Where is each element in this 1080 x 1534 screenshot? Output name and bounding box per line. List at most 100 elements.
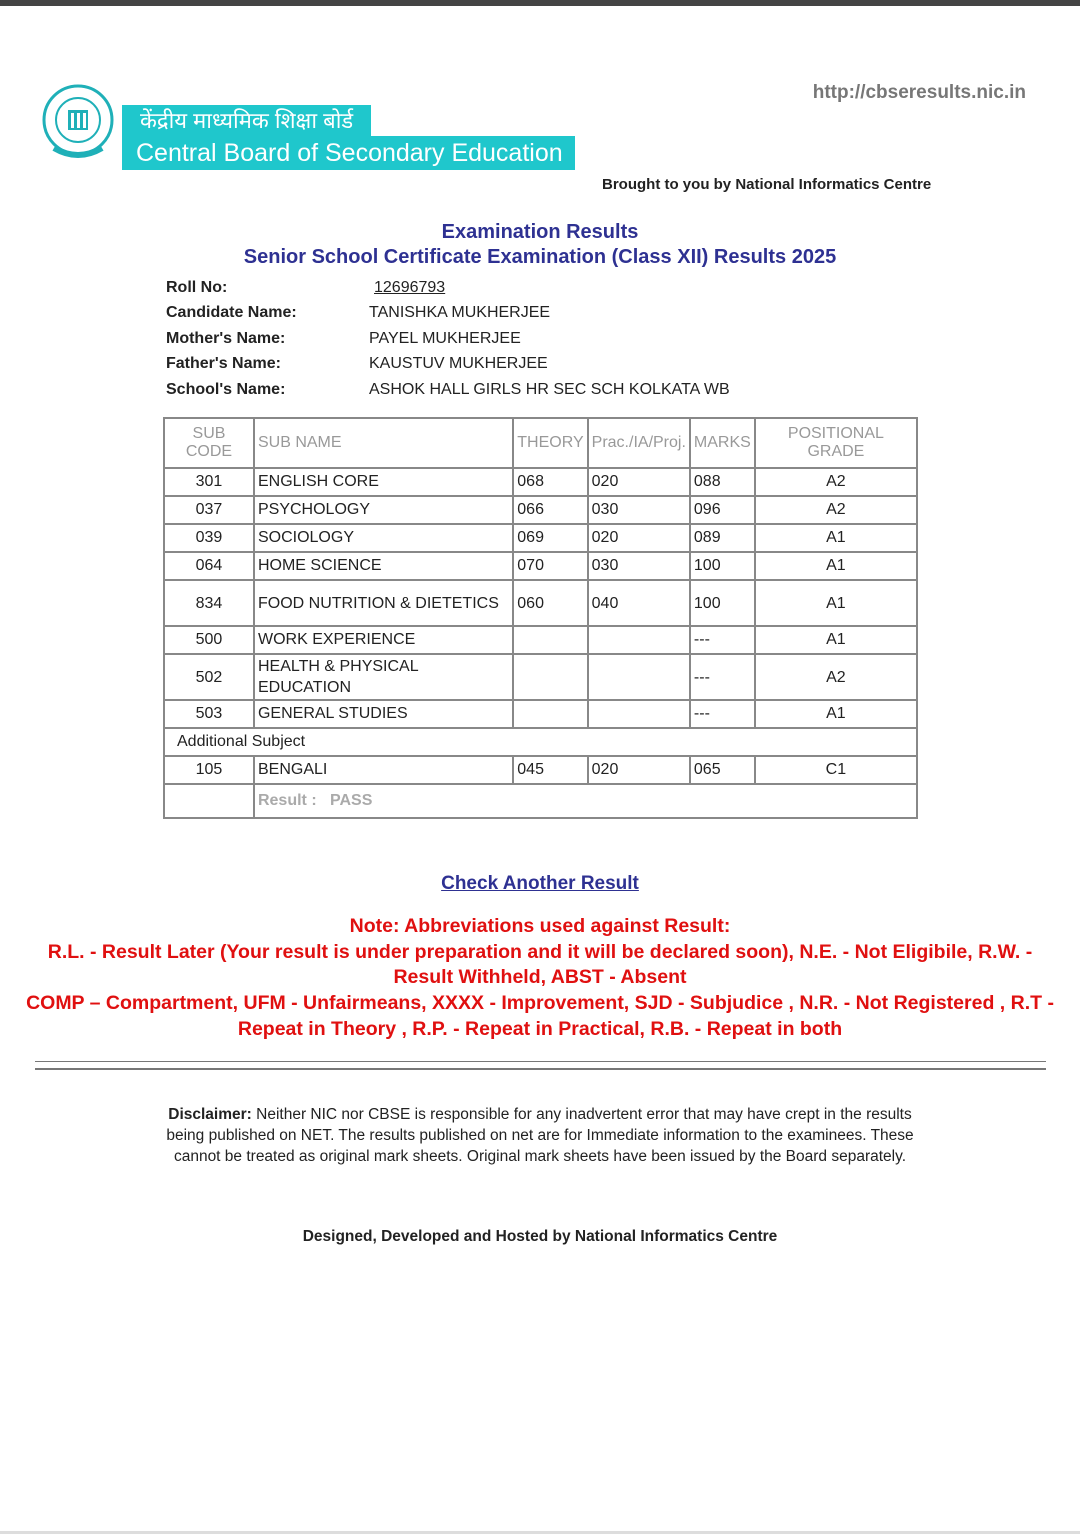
table-cell bbox=[514, 701, 589, 729]
table-cell: 100 bbox=[690, 581, 756, 627]
table-cell: --- bbox=[690, 701, 756, 729]
table-header: SUB CODE SUB NAME THEORY Prac./IA/Proj. MARK… bbox=[165, 419, 916, 469]
disclaimer-label: Disclaimer: bbox=[168, 1106, 252, 1123]
table-cell: GENERAL STUDIES bbox=[254, 701, 515, 729]
table-cell: ENGLISH CORE bbox=[254, 469, 515, 497]
table-cell: 834 bbox=[165, 581, 255, 627]
info-value: PAYEL MUKHERJEE bbox=[369, 329, 521, 347]
info-row: Roll No: 12696793 bbox=[166, 275, 730, 301]
table-cell bbox=[514, 655, 589, 701]
result-label: Result : bbox=[257, 792, 317, 809]
table-cell: 040 bbox=[588, 581, 691, 627]
table-cell: 020 bbox=[588, 469, 691, 497]
table-cell: 070 bbox=[514, 553, 589, 581]
table-row: 503 GENERAL STUDIES --- A1 bbox=[165, 701, 916, 729]
result-row: Result : PASS bbox=[165, 785, 916, 817]
info-label: Candidate Name: bbox=[166, 304, 297, 322]
table-row: 500 WORK EXPERIENCE --- A1 bbox=[165, 627, 916, 655]
table-row: 037 PSYCHOLOGY 066 030 096 A2 bbox=[165, 497, 916, 525]
table-cell bbox=[588, 701, 691, 729]
table-cell: SOCIOLOGY bbox=[254, 525, 515, 553]
table-cell bbox=[588, 627, 691, 655]
info-row: School's Name: ASHOK HALL GIRLS HR SEC SC… bbox=[166, 377, 730, 403]
table-cell: 020 bbox=[588, 757, 691, 785]
table-cell: --- bbox=[690, 627, 756, 655]
table-cell: 301 bbox=[165, 469, 255, 497]
exam-title: Senior School Certificate Examination (C… bbox=[243, 246, 837, 268]
table-cell: PSYCHOLOGY bbox=[254, 497, 515, 525]
table-row: 039 SOCIOLOGY 069 020 089 A1 bbox=[165, 525, 916, 553]
table-cell bbox=[514, 627, 589, 655]
column-header: Prac./IA/Proj. bbox=[588, 419, 691, 469]
table-cell: 503 bbox=[165, 701, 255, 729]
table-cell: 020 bbox=[588, 525, 691, 553]
brought-by: Brought to you by National Informatics C… bbox=[602, 176, 932, 193]
table-cell: A1 bbox=[755, 627, 916, 655]
column-header: POSITIONAL GRADE bbox=[755, 419, 916, 469]
table-cell: A1 bbox=[755, 701, 916, 729]
table-cell: C1 bbox=[755, 757, 916, 785]
column-header: THEORY bbox=[514, 419, 589, 469]
result-value: PASS bbox=[329, 792, 373, 809]
info-value: ASHOK HALL GIRLS HR SEC SCH KOLKATA WB bbox=[369, 380, 730, 398]
table-cell: A2 bbox=[755, 655, 916, 701]
hindi-title: केंद्रीय माध्यमिक शिक्षा बोर्ड bbox=[122, 105, 372, 136]
divider bbox=[35, 1061, 1046, 1062]
cbse-logo-icon bbox=[42, 84, 114, 158]
note-line: COMP – Compartment, UFM - Unfairmeans, X… bbox=[26, 992, 1054, 1040]
table-cell: 088 bbox=[690, 469, 756, 497]
table-cell: 060 bbox=[514, 581, 589, 627]
note-line: R.L. - Result Later (Your result is unde… bbox=[47, 940, 1033, 989]
info-row: Candidate Name: TANISHKA MUKHERJEE bbox=[166, 301, 730, 327]
table-row: 502 HEALTH & PHYSICAL EDUCATION --- A2 bbox=[165, 655, 916, 701]
additional-subject-row: Additional Subject bbox=[165, 729, 916, 757]
table-cell: 045 bbox=[514, 757, 589, 785]
abbreviation-note: Note: Abbreviations used against Result:… bbox=[20, 914, 1060, 1043]
table-cell: 068 bbox=[514, 469, 589, 497]
table-row: 834 FOOD NUTRITION & DIETETICS 060 040 100 A1 bbox=[165, 581, 916, 627]
disclaimer: Disclaimer: Neither NIC nor CBSE is resp… bbox=[165, 1104, 915, 1167]
table-row: 105 BENGALI 045 020 065 C1 bbox=[165, 757, 916, 785]
info-label: Father's Name: bbox=[166, 355, 281, 373]
table-cell: 064 bbox=[165, 553, 255, 581]
table-cell: 089 bbox=[690, 525, 756, 553]
table-cell: 069 bbox=[514, 525, 589, 553]
info-value: TANISHKA MUKHERJEE bbox=[369, 304, 551, 322]
table-cell: 030 bbox=[588, 497, 691, 525]
table-cell: 039 bbox=[165, 525, 255, 553]
table-cell: HEALTH & PHYSICAL EDUCATION bbox=[254, 655, 515, 701]
table-cell: A1 bbox=[755, 553, 916, 581]
table-cell: --- bbox=[690, 655, 756, 701]
info-label: Mother's Name: bbox=[166, 329, 286, 347]
marks-table: SUB CODE SUB NAME THEORY Prac./IA/Proj. MARK… bbox=[163, 417, 918, 819]
bottom-line bbox=[0, 1531, 1080, 1534]
table-cell: HOME SCIENCE bbox=[254, 553, 515, 581]
info-row: Father's Name: KAUSTUV MUKHERJEE bbox=[166, 352, 730, 378]
info-row: Mother's Name: PAYEL MUKHERJEE bbox=[166, 326, 730, 352]
info-label: Roll No: bbox=[166, 278, 228, 296]
table-cell: A1 bbox=[755, 525, 916, 553]
disclaimer-text: Neither NIC nor CBSE is responsible for … bbox=[166, 1106, 914, 1165]
table-cell: 037 bbox=[165, 497, 255, 525]
footer: Designed, Developed and Hosted by Nation… bbox=[302, 1228, 778, 1245]
table-cell: 105 bbox=[165, 757, 255, 785]
column-header: MARKS bbox=[690, 419, 756, 469]
additional-subject-label: Additional Subject bbox=[165, 729, 916, 757]
site-url: http://cbseresults.nic.in bbox=[812, 82, 1026, 103]
top-bar bbox=[0, 0, 1080, 6]
table-cell: A2 bbox=[755, 469, 916, 497]
column-header: SUB CODE bbox=[165, 419, 255, 469]
info-value: 12696793 bbox=[374, 278, 446, 296]
table-cell: 100 bbox=[690, 553, 756, 581]
check-another-result-link[interactable]: Check Another Result bbox=[441, 873, 639, 894]
info-value: KAUSTUV MUKHERJEE bbox=[369, 355, 548, 373]
table-cell: 500 bbox=[165, 627, 255, 655]
table-cell: 502 bbox=[165, 655, 255, 701]
table-cell: FOOD NUTRITION & DIETETICS bbox=[254, 581, 515, 627]
column-header: SUB NAME bbox=[254, 419, 515, 469]
table-cell: A1 bbox=[755, 581, 916, 627]
table-cell: 066 bbox=[514, 497, 589, 525]
table-cell: A2 bbox=[755, 497, 916, 525]
table-cell bbox=[588, 655, 691, 701]
table-row: 064 HOME SCIENCE 070 030 100 A1 bbox=[165, 553, 916, 581]
